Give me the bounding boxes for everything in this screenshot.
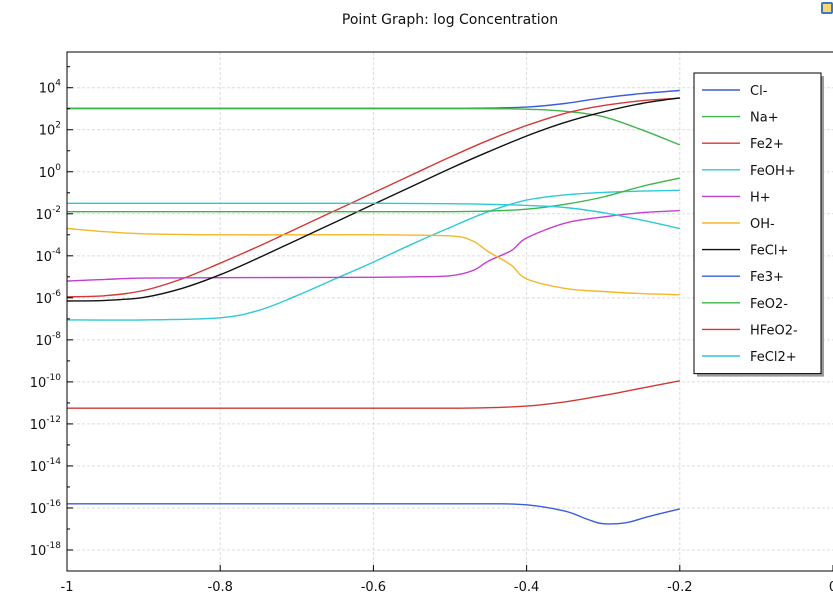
y-tick-label: 10-18 [30, 541, 62, 559]
series-line-fe3 [67, 503, 680, 525]
y-tick-label: 10-12 [30, 415, 61, 433]
y-tick-label: 100 [39, 163, 62, 181]
y-tick-label: 104 [39, 79, 62, 97]
x-tick-label: -0.2 [667, 580, 692, 595]
series-line-fecl [66, 97, 680, 302]
x-tick-label: -0.8 [208, 580, 233, 595]
x-tick-label: -1 [61, 580, 74, 595]
series-line-oh [66, 227, 680, 296]
grid-lines [67, 52, 833, 571]
y-tick-label: 10-8 [35, 331, 61, 349]
legend-label-fecl2: FeCl2+ [750, 350, 797, 365]
y-tick-label: 102 [39, 121, 61, 139]
legend-label-cl: Cl- [750, 84, 768, 99]
legend-label-feo2: FeO2- [750, 297, 788, 312]
y-tick-label: 10-6 [35, 289, 61, 307]
legend-label-feoh: FeOH+ [750, 164, 796, 179]
legend-label-h: H+ [750, 190, 771, 205]
legend-label-na: Na+ [750, 111, 779, 126]
legend-label-fe3: Fe3+ [750, 270, 784, 285]
plot-frame [66, 51, 833, 572]
axis-ticks: -1 -0.8 -0.6 -0.4 -0.2 0 104 102 100 10-2 10-4 10-6… [30, 66, 833, 595]
legend-label-fecl: FeCl+ [750, 244, 788, 259]
series-line-hfeo2 [67, 380, 680, 409]
series-lines [66, 89, 681, 525]
legend-label-fe2: Fe2+ [750, 137, 784, 152]
x-tick-label: -0.4 [514, 580, 539, 595]
y-tick-label: 10-16 [30, 499, 62, 517]
y-tick-label: 10-14 [30, 457, 62, 475]
legend: Cl- Na+ Fe2+ FeOH+ H+ OH- FeCl+ Fe3+ FeO2- HFeO2-… [693, 72, 824, 377]
series-line-fe2 [66, 97, 680, 298]
series-line-feoh [66, 189, 680, 321]
series-line-h [66, 209, 680, 282]
legend-label-oh: OH- [750, 217, 775, 232]
series-line-fecl2 [67, 202, 680, 230]
app-corner-icon [821, 2, 833, 14]
chart-title: Point Graph: log Concentration [342, 12, 558, 28]
y-tick-label: 10-2 [35, 205, 61, 223]
x-tick-label: -0.6 [361, 580, 386, 595]
series-line-na [67, 107, 681, 146]
x-tick-label: 0 [829, 580, 833, 595]
legend-label-hfeo2: HFeO2- [750, 323, 798, 338]
y-tick-label: 10-4 [35, 247, 61, 265]
y-tick-label: 10-10 [30, 373, 62, 391]
series-line-feo2 [66, 177, 680, 213]
